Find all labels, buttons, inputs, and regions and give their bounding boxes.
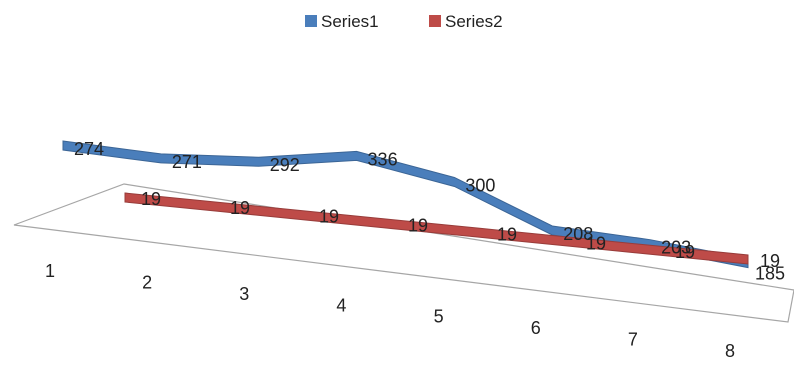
data-label-s2-4: 19 [408, 216, 428, 236]
x-axis-tick-labels: 1 2 3 4 5 6 7 8 [45, 261, 735, 361]
data-label-s2-2: 19 [230, 198, 250, 218]
data-label-s2-3: 19 [319, 207, 339, 227]
legend-label-2: Series2 [445, 12, 503, 31]
series-ribbon-1 [62, 140, 749, 269]
legend: Series1 Series2 [305, 12, 503, 31]
data-label-s2-6: 19 [586, 233, 606, 253]
series-ribbon-2 [124, 192, 749, 265]
data-label-s1-6: 208 [563, 224, 593, 244]
data-label-s2-7: 19 [675, 242, 695, 262]
x-tick-label-6: 6 [531, 318, 541, 338]
data-label-s1-8: 185 [755, 264, 785, 284]
x-tick-label-7: 7 [628, 330, 638, 350]
data-label-s2-5: 19 [497, 224, 517, 244]
data-label-s2-1: 19 [141, 189, 161, 209]
x-tick-label-1: 1 [45, 261, 55, 281]
data-label-s2-8: 19 [760, 251, 780, 271]
data-label-s1-3: 292 [270, 155, 300, 175]
legend-swatch-2 [429, 15, 441, 27]
legend-swatch-1 [305, 15, 317, 27]
x-tick-label-2: 2 [142, 272, 152, 292]
x-tick-label-4: 4 [336, 295, 346, 315]
x-tick-label-5: 5 [434, 307, 444, 327]
data-label-s1-7: 203 [661, 238, 691, 258]
chart-floor [13, 183, 794, 323]
legend-label-1: Series1 [321, 12, 379, 31]
series-ribbons [62, 140, 749, 269]
x-tick-label-8: 8 [725, 341, 735, 361]
data-label-s1-1: 274 [74, 139, 104, 159]
data-label-s1-4: 336 [368, 149, 398, 169]
x-tick-label-3: 3 [239, 284, 249, 304]
data-label-s1-2: 271 [172, 152, 202, 172]
data-label-s1-5: 300 [465, 175, 495, 195]
